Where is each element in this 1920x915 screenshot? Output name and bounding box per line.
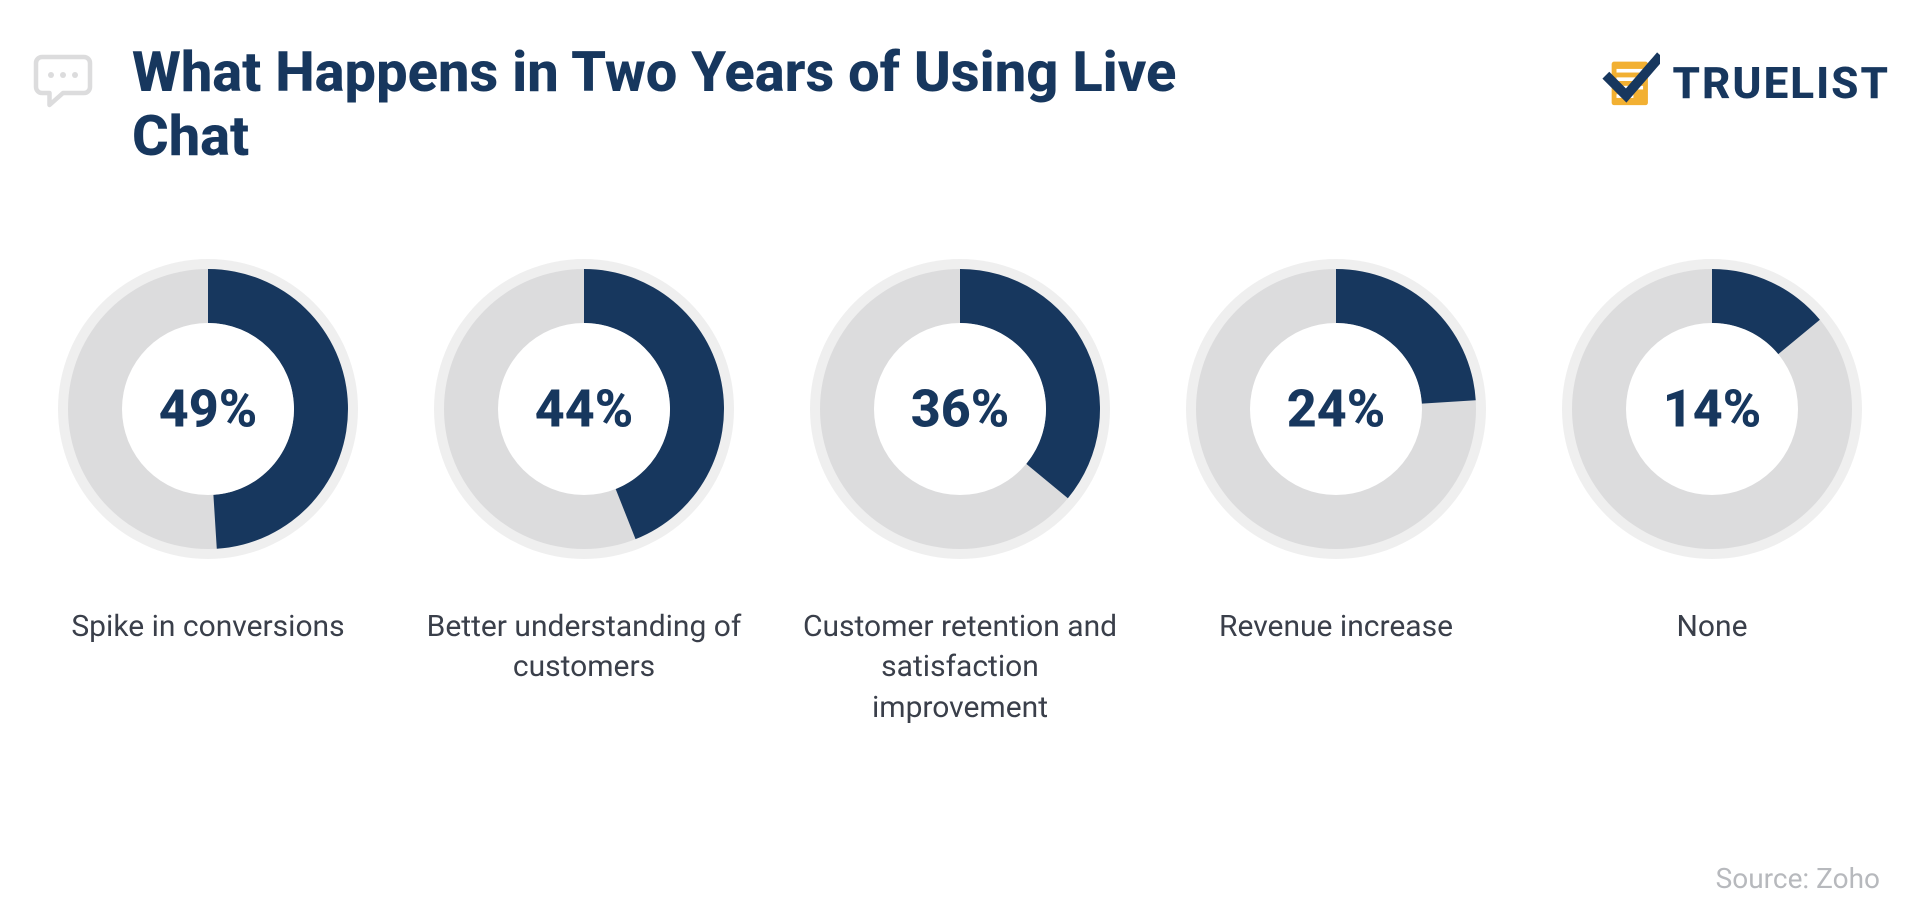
truelist-check-icon [1602,52,1660,114]
donut-chart: 14% [1562,259,1862,559]
donut-item: 44% Better understanding of customers [411,259,757,729]
donut-label: Spike in conversions [71,607,344,648]
donut-chart: 36% [810,259,1110,559]
donut-chart: 49% [58,259,358,559]
donut-chart: 44% [434,259,734,559]
donut-item: 24% Revenue increase [1163,259,1509,729]
brand-name: TRUELIST [1672,57,1890,109]
donut-value: 24% [1287,378,1386,439]
donut-item: 14% None [1539,259,1885,729]
source-attribution: Source: Zoho [1716,862,1880,895]
chat-bubble-icon [30,45,102,121]
header: What Happens in Two Years of Using Live … [30,40,1890,169]
donut-item: 49% Spike in conversions [35,259,381,729]
donut-chart-row: 49% Spike in conversions 44% Better unders… [30,259,1890,729]
donut-label: None [1677,607,1748,648]
title-group: What Happens in Two Years of Using Live … [30,40,1232,169]
donut-label: Customer retention and satisfaction impr… [800,607,1120,729]
donut-label: Revenue increase [1219,607,1453,648]
donut-value: 36% [911,378,1010,439]
brand-logo: TRUELIST [1602,52,1890,114]
donut-chart: 24% [1186,259,1486,559]
page-title: What Happens in Two Years of Using Live … [132,40,1232,169]
donut-value: 49% [159,378,258,439]
donut-value: 14% [1663,378,1762,439]
donut-label: Better understanding of customers [424,607,744,688]
donut-value: 44% [535,378,634,439]
donut-item: 36% Customer retention and satisfaction i… [787,259,1133,729]
